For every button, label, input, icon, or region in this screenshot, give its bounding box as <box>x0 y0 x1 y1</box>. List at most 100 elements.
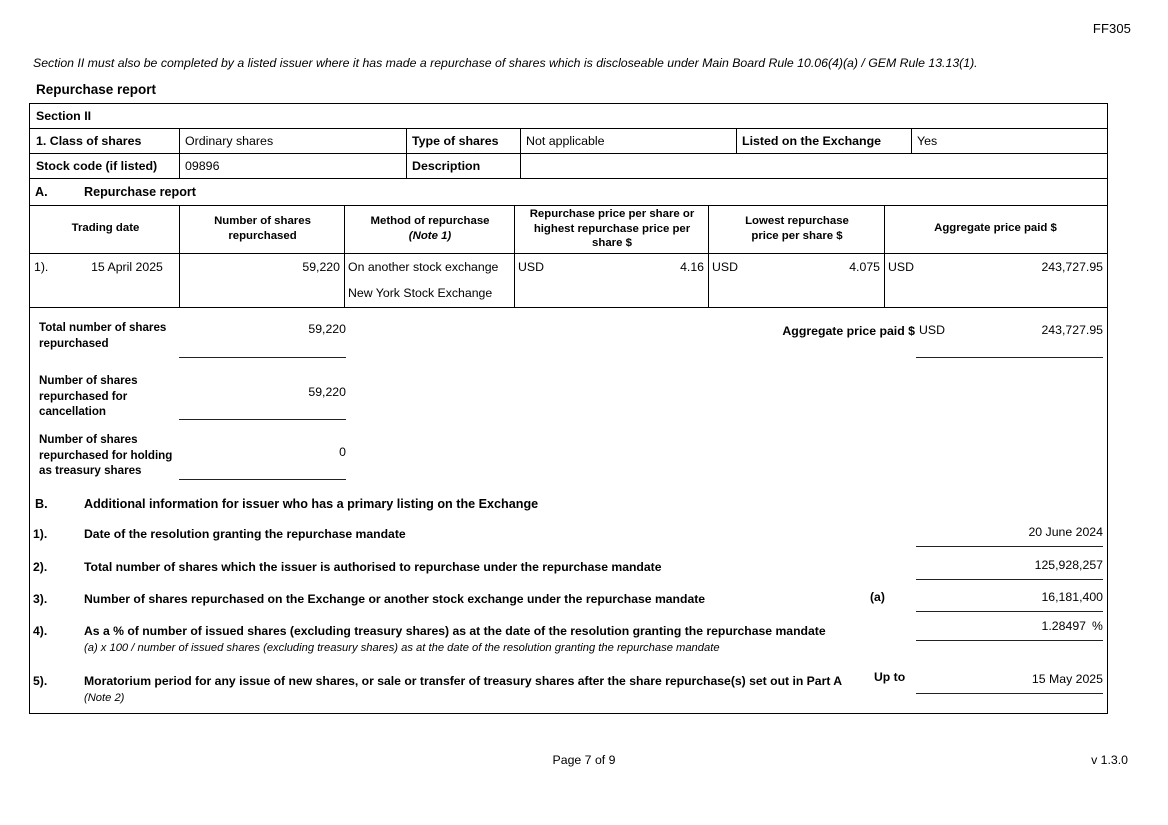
colhead-number-of-shares-line2: repurchased <box>228 229 297 242</box>
underline-item-1 <box>916 546 1103 547</box>
underline-treasury <box>179 479 346 480</box>
cell-method-line1: On another stock exchange <box>348 260 499 274</box>
value-shares-for-cancellation: 59,220 <box>308 385 346 399</box>
colhead-repurchase-price-line1: Repurchase price per share or <box>529 208 695 220</box>
item-1-index: 1). <box>33 527 48 541</box>
item-3-value: 16,181,400 <box>1041 590 1103 604</box>
section-a-title: Repurchase report <box>84 185 196 199</box>
value-stock-code: 09896 <box>185 159 220 173</box>
item-3-index: 3). <box>33 592 48 606</box>
colhead-lowest-price: Lowest repurchase price per share $ <box>712 214 882 243</box>
cell-price-currency: USD <box>518 260 544 274</box>
label-aggregate-price-paid: Aggregate price paid $ <box>782 324 915 338</box>
value-listed-on-exchange: Yes <box>917 134 938 148</box>
colhead-repurchase-price: Repurchase price per share or highest re… <box>518 207 706 251</box>
item-5-index: 5). <box>33 674 48 688</box>
underline-item-4 <box>916 640 1103 641</box>
underline-item-3 <box>916 611 1103 612</box>
item-4-value: 1.28497 <box>1041 619 1086 633</box>
label-cancellation-line2: repurchased for <box>39 389 128 403</box>
section-b-title: Additional information for issuer who ha… <box>84 497 539 511</box>
section-label: Section II <box>36 109 92 123</box>
label-total-shares-line2: repurchased <box>39 336 109 350</box>
label-cancellation-line3: cancellation <box>39 405 107 419</box>
item-2-text: Total number of shares which the issuer … <box>84 560 662 574</box>
colhead-aggregate-price: Aggregate price paid $ <box>934 222 1057 234</box>
label-treasury-line3: as treasury shares <box>39 464 142 478</box>
item-5-text: Moratorium period for any issue of new s… <box>84 674 843 688</box>
colhead-repurchase-price-line3: share $ <box>592 237 632 250</box>
value-class-of-shares: Ordinary shares <box>185 134 274 148</box>
rule-v-col5 <box>911 128 912 153</box>
rule-v-col1 <box>179 128 180 178</box>
rule-section2-bottom <box>30 128 1107 129</box>
value-type-of-shares: Not applicable <box>526 134 605 148</box>
colhead-method-note: (Note 1) <box>408 229 452 242</box>
cell-lowest-value: 4.075 <box>849 260 880 274</box>
colhead-trading-date: Trading date <box>71 222 140 234</box>
rule-v-grid2 <box>344 205 345 307</box>
label-treasury-line2: repurchased for holding <box>39 448 173 462</box>
colhead-method-line1: Method of repurchase <box>370 215 490 227</box>
footer-page-number: Page 7 of 9 <box>552 753 616 767</box>
rule-v-col3 <box>520 128 521 178</box>
page-title: Repurchase report <box>36 82 157 97</box>
rule-class-bottom <box>30 153 1107 154</box>
colhead-number-of-shares: Number of shares repurchased <box>183 214 342 243</box>
underline-item-5 <box>916 693 1103 694</box>
label-description: Description <box>412 159 481 173</box>
cell-price-value: 4.16 <box>680 260 704 274</box>
section-a-letter: A. <box>35 185 48 199</box>
colhead-repurchase-price-line2: highest repurchase price per <box>533 222 691 235</box>
footer-version: v 1.3.0 <box>1091 753 1128 767</box>
label-listed-on-exchange: Listed on the Exchange <box>742 134 882 148</box>
cell-lowest-currency: USD <box>712 260 738 274</box>
label-stock-code: Stock code (if listed) <box>36 159 158 173</box>
rule-v-grid3 <box>514 205 515 307</box>
label-shares-for-treasury: Number of shares repurchased for holding… <box>39 432 184 479</box>
label-type-of-shares: Type of shares <box>412 134 499 148</box>
item-1-text: Date of the resolution granting the repu… <box>84 527 406 541</box>
item-1-value: 20 June 2024 <box>1028 525 1103 539</box>
cell-shares-repurchased: 59,220 <box>302 260 340 274</box>
rule-v-grid5 <box>884 205 885 307</box>
colhead-lowest-price-line1: Lowest repurchase <box>745 215 849 227</box>
cell-aggregate-value: 243,727.95 <box>1041 260 1103 274</box>
underline-item-2 <box>916 579 1103 580</box>
colhead-lowest-price-line2: price per share $ <box>751 229 843 242</box>
cell-method-line2: New York Stock Exchange <box>348 286 493 300</box>
rule-v-col4 <box>736 128 737 153</box>
item-3-text: Number of shares repurchased on the Exch… <box>84 592 706 606</box>
value-aggregate-price-paid: 243,727.95 <box>1041 323 1103 337</box>
rule-stockcode-bottom <box>30 178 1107 179</box>
label-shares-for-cancellation: Number of shares repurchased for cancell… <box>39 373 179 420</box>
rule-datarow-bottom <box>30 307 1107 308</box>
item-4-unit: % <box>1092 619 1103 633</box>
section-b-letter: B. <box>35 497 48 511</box>
item-2-index: 2). <box>33 560 48 574</box>
label-class-of-shares: 1. Class of shares <box>36 134 142 148</box>
label-cancellation-line1: Number of shares <box>39 374 138 387</box>
colhead-method-of-repurchase: Method of repurchase (Note 1) <box>348 214 512 243</box>
form-code: FF305 <box>1092 21 1131 36</box>
repurchase-report-frame: Section II 1. Class of shares Ordinary s… <box>29 103 1108 714</box>
item-5-subtext: (Note 2) <box>84 692 125 704</box>
value-total-shares-repurchased: 59,220 <box>308 322 346 336</box>
item-4-index: 4). <box>33 624 48 638</box>
rule-colhead-bottom <box>30 253 1107 254</box>
item-5-value: 15 May 2025 <box>1031 672 1103 686</box>
colhead-number-of-shares-line1: Number of shares <box>214 215 311 227</box>
rule-v-grid4 <box>708 205 709 307</box>
rule-sectionA-bottom <box>30 205 1107 206</box>
item-3-marker: (a) <box>870 590 885 604</box>
label-total-shares-line1: Total number of shares <box>39 321 167 334</box>
label-treasury-line1: Number of shares <box>39 433 138 446</box>
rule-v-col2 <box>406 128 407 178</box>
value-aggregate-currency: USD <box>919 323 945 337</box>
underline-total-shares <box>179 357 346 358</box>
cell-trading-date: 15 April 2025 <box>91 260 163 274</box>
item-4-text: As a % of number of issued shares (exclu… <box>84 624 826 638</box>
intro-note: Section II must also be completed by a l… <box>33 56 978 70</box>
label-total-shares-repurchased: Total number of shares repurchased <box>39 320 179 351</box>
